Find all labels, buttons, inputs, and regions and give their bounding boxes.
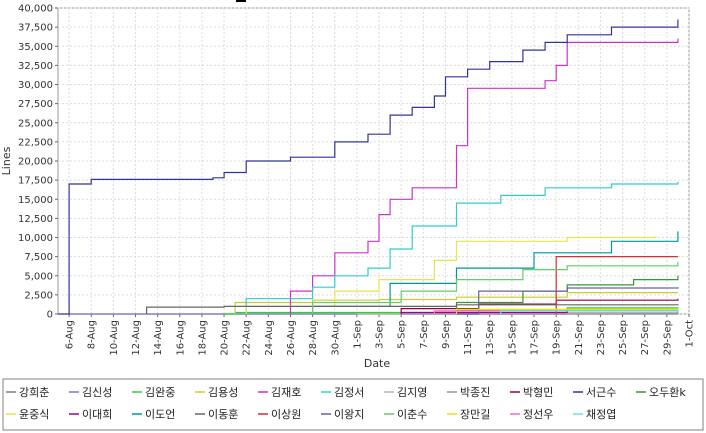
x-tick-label: 12-Aug <box>131 320 142 356</box>
series-line <box>289 38 679 314</box>
series-line <box>245 236 657 314</box>
series-line <box>312 262 679 314</box>
x-axis: 6-Aug 8-Aug 10-Aug 12-Aug 14-Aug 16-Aug 18-Aug… <box>65 314 696 356</box>
x-tick-label: 30-Aug <box>330 320 341 356</box>
legend-label: 정선우 <box>523 408 553 421</box>
x-axis-title: Date <box>364 357 391 370</box>
series-line <box>234 292 678 314</box>
y-tick-label: 22,500 <box>18 137 53 148</box>
y-tick-label: 15,000 <box>18 195 53 206</box>
x-tick-label: 7-Sep <box>419 320 430 349</box>
legend-label: 이대희 <box>82 408 112 421</box>
series-line <box>146 304 679 314</box>
x-tick-label: 5-Sep <box>397 320 408 349</box>
y-tick-label: 20,000 <box>18 157 53 168</box>
legend-box <box>2 378 704 431</box>
y-tick-label: 32,500 <box>18 61 53 72</box>
x-tick-label: 16-Aug <box>175 320 186 356</box>
y-tick-label: 7,500 <box>24 252 53 263</box>
legend-label: 강희춘 <box>19 386 49 399</box>
x-tick-label: 23-Sep <box>596 320 607 355</box>
x-tick-label: 10-Aug <box>109 320 120 356</box>
legend-label: 이왕지 <box>334 408 364 421</box>
y-tick-label: 25,000 <box>18 118 53 129</box>
legend-label: 이도언 <box>145 408 175 421</box>
x-tick-label: 14-Aug <box>153 320 164 356</box>
series-line <box>456 287 679 315</box>
legend-label: 이동훈 <box>208 408 238 421</box>
x-tick-label: 9-Sep <box>441 320 452 349</box>
grid-lines <box>58 7 690 315</box>
y-tick-label: 40,000 <box>18 4 53 15</box>
series-line <box>555 256 678 314</box>
legend-label: 김용성 <box>208 386 238 399</box>
y-tick-label: 37,500 <box>18 23 53 34</box>
legend-label: 이상원 <box>271 408 301 421</box>
legend-label: 김재호 <box>271 386 301 399</box>
y-tick-label: 27,500 <box>18 99 53 110</box>
y-tick-label: 17,500 <box>18 176 53 187</box>
x-tick-label: 8-Aug <box>87 320 98 349</box>
legend-label: 서근수 <box>586 386 616 399</box>
series-lines <box>58 19 679 315</box>
legend-label: 김정서 <box>334 386 364 399</box>
x-tick-label: 26-Aug <box>286 320 297 356</box>
legend-label: 박종진 <box>460 386 490 399</box>
x-tick-label: 27-Sep <box>640 320 651 355</box>
y-tick-label: 30,000 <box>18 80 53 91</box>
x-tick-label: 6-Aug <box>65 320 76 349</box>
y-axis-title: Lines <box>0 146 13 175</box>
x-tick-label: 18-Aug <box>197 320 208 356</box>
legend-label: 김지영 <box>397 386 427 399</box>
x-tick-label: 22-Aug <box>242 320 253 356</box>
x-tick-label: 21-Sep <box>574 320 585 355</box>
legend-label: 오두환k <box>649 386 686 399</box>
y-tick-label: 10,000 <box>18 233 53 244</box>
x-tick-label: 3-Sep <box>375 320 386 349</box>
x-tick-label: 24-Aug <box>264 320 275 356</box>
legend-label: 박형민 <box>523 386 553 399</box>
x-tick-label: 20-Aug <box>220 320 231 356</box>
legend: 강희춘 김신성 김완중 김용성 김재호 김정서 김지영 박종진 박형민 서근수 오두환k 윤중식 이대희… <box>6 386 686 421</box>
y-tick-label: 5,000 <box>24 271 53 282</box>
x-tick-label: 17-Sep <box>530 320 541 355</box>
y-tick-label: 12,500 <box>18 214 53 225</box>
y-axis: 0 2,500 5,000 7,500 10,000 12,500 15,000 17,500… <box>18 4 58 321</box>
legend-label: 이춘수 <box>397 408 427 421</box>
x-tick-label: 11-Sep <box>463 320 474 355</box>
legend-label: 윤중식 <box>19 408 49 421</box>
series-line <box>401 311 679 315</box>
series-line <box>500 307 679 314</box>
x-tick-label: 19-Sep <box>552 320 563 355</box>
series-line <box>58 19 679 315</box>
x-tick-label: 1-Oct <box>685 320 696 348</box>
x-tick-label: 29-Sep <box>662 320 673 355</box>
legend-label: 김완중 <box>145 386 175 399</box>
y-tick-label: 0 <box>47 310 53 321</box>
y-tick-label: 2,500 <box>24 290 53 301</box>
x-tick-label: 13-Sep <box>485 320 496 355</box>
x-tick-label: 28-Aug <box>308 320 319 356</box>
x-tick-label: 1-Sep <box>352 320 363 349</box>
legend-label: 채정엽 <box>586 408 616 421</box>
x-tick-label: 25-Sep <box>618 320 629 355</box>
legend-label: 장만길 <box>460 408 490 421</box>
y-tick-label: 35,000 <box>18 42 53 53</box>
series-line <box>400 298 679 314</box>
legend-label: 김신성 <box>82 386 112 399</box>
x-tick-label: 15-Sep <box>507 320 518 355</box>
series-line <box>245 181 679 314</box>
